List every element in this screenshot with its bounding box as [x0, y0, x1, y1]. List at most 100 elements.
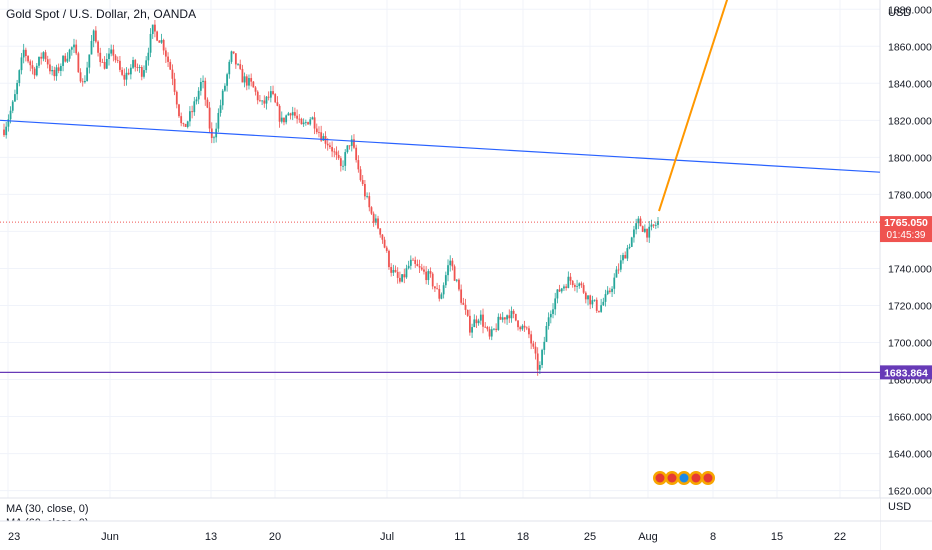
candle-body [657, 221, 659, 225]
candle-body [346, 145, 349, 153]
candle-body [138, 67, 141, 68]
candle-body [650, 224, 653, 227]
candle-body [374, 218, 377, 223]
candle-body [560, 288, 563, 292]
candle-body [164, 50, 167, 57]
candle-body [208, 107, 211, 129]
candle-body [228, 61, 231, 75]
candle-body [121, 69, 124, 75]
candle-body [578, 283, 581, 287]
candle-body [221, 90, 224, 106]
candle-body [444, 275, 447, 286]
event-flag-icon[interactable] [679, 473, 689, 483]
candle-body [460, 289, 463, 303]
candle-body [70, 47, 73, 50]
candle-body [250, 78, 253, 82]
candlestick-series [3, 19, 659, 376]
candle-body [20, 57, 23, 71]
candle-body [11, 101, 14, 111]
candle-body [149, 33, 152, 53]
candle-body [392, 269, 395, 273]
candle-body [243, 76, 246, 83]
economic-events[interactable] [653, 471, 715, 485]
candle-body [182, 123, 185, 124]
candle-body [202, 80, 204, 82]
candle-body [641, 226, 644, 232]
price-tick-label: 1880.000 [888, 4, 932, 16]
candle-body [259, 100, 261, 102]
candle-body [226, 74, 229, 86]
candle-body [458, 279, 460, 290]
candle-body [88, 54, 91, 68]
ma-30-legend[interactable]: MA (30, close, 0) [6, 503, 89, 515]
event-flag-icon[interactable] [703, 473, 713, 483]
candle-body [44, 52, 47, 60]
candle-body [217, 112, 220, 129]
candle-body [584, 292, 587, 300]
candle-body [549, 313, 552, 318]
support-price-label: 1683.864 [880, 365, 932, 380]
candle-body [495, 328, 498, 330]
candle-body [175, 91, 178, 105]
candle-body [304, 122, 307, 123]
candle-body [633, 229, 635, 238]
candle-body [646, 228, 648, 238]
candle-body [602, 301, 605, 306]
candle-body [407, 265, 410, 269]
candle-body [654, 224, 657, 226]
candle-body [206, 99, 209, 108]
candle-body [105, 59, 108, 69]
candle-body [101, 62, 104, 63]
candle-body [606, 290, 609, 295]
descending-trendline[interactable] [0, 119, 881, 173]
candle-body [197, 90, 200, 100]
candle-body [582, 285, 585, 293]
candle-body [151, 24, 154, 34]
price-tick-label: 1720.000 [888, 300, 932, 312]
candle-body [191, 111, 194, 113]
candle-body [648, 226, 651, 238]
candle-body [479, 314, 482, 321]
event-flag-icon[interactable] [667, 473, 677, 483]
candle-body [519, 327, 522, 330]
price-tick-label: 1820.000 [888, 115, 932, 127]
event-flag-icon[interactable] [691, 473, 701, 483]
time-tick-label: 20 [269, 531, 281, 543]
candle-body [322, 136, 325, 141]
candle-body [552, 309, 554, 314]
event-flag-icon[interactable] [655, 473, 665, 483]
candle-body [154, 24, 156, 32]
candle-body [57, 67, 60, 71]
grid-lines [0, 0, 880, 498]
candle-body [267, 96, 270, 98]
candle-body [320, 132, 323, 141]
candle-body [523, 325, 526, 328]
candle-body [127, 72, 130, 75]
projection-line[interactable] [658, 0, 730, 212]
candle-body [429, 271, 432, 274]
price-countdown: 01:45:39 [887, 230, 926, 241]
time-tick-label: 13 [205, 531, 217, 543]
candle-body [598, 310, 600, 312]
candle-body [615, 269, 618, 278]
candle-body [261, 100, 264, 102]
price-tick-label: 1800.000 [888, 152, 932, 164]
candle-body [274, 94, 277, 103]
candle-body [42, 52, 45, 59]
candle-body [99, 52, 102, 63]
candle-body [447, 265, 449, 276]
candle-body [143, 70, 145, 77]
candle-body [90, 40, 93, 55]
candle-body [147, 52, 150, 61]
candle-body [333, 151, 336, 153]
candle-body [350, 139, 353, 146]
candle-body [475, 319, 478, 324]
candle-body [580, 283, 583, 286]
candle-body [38, 56, 40, 66]
candle-body [541, 349, 543, 365]
candle-body [94, 30, 97, 42]
candle-body [390, 267, 393, 273]
price-tick-label: 1740.000 [888, 263, 932, 275]
candle-body [484, 326, 487, 328]
